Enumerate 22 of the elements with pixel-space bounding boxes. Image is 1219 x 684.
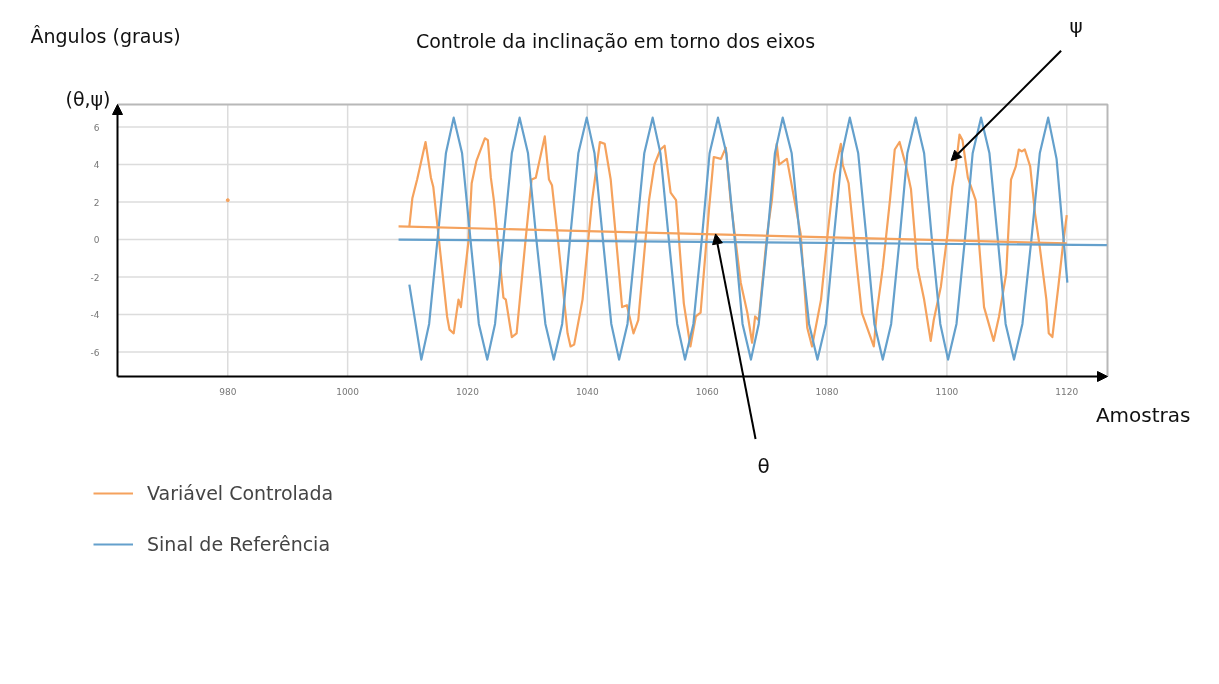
x-tick-label: 980 [219,387,237,397]
x-tick-label: 1000 [336,387,360,397]
y-tick-label: 2 [93,197,100,208]
text: Ângulos (graus) (θ,ψ) [30,24,181,110]
chart-title: Controle da inclinação em torno dos eixos [415,29,816,52]
y-tick-label: -2 [90,272,100,283]
x-tick-label: 1040 [575,387,600,397]
y-tick-label: -6 [90,347,100,358]
x-tick-label: 1120 [1055,387,1079,397]
y-tick-label: -4 [90,310,100,321]
y-tick-label: 6 [93,122,100,133]
legend-label: Sinal de Referência [147,533,331,555]
y-tick-label: 0 [93,235,100,246]
y-tick-label: 4 [93,160,100,171]
x-tick-label: 1100 [935,387,959,397]
legend-label: Variável Controlada [147,482,334,504]
x-tick-label: 1060 [695,387,719,397]
annotation: θ [757,453,770,478]
x-axis-title: Amostras [1095,402,1191,427]
x-tick-label: 1020 [456,387,480,397]
annotation: ψ [1069,13,1083,38]
x-tick-label: 1080 [815,387,839,397]
